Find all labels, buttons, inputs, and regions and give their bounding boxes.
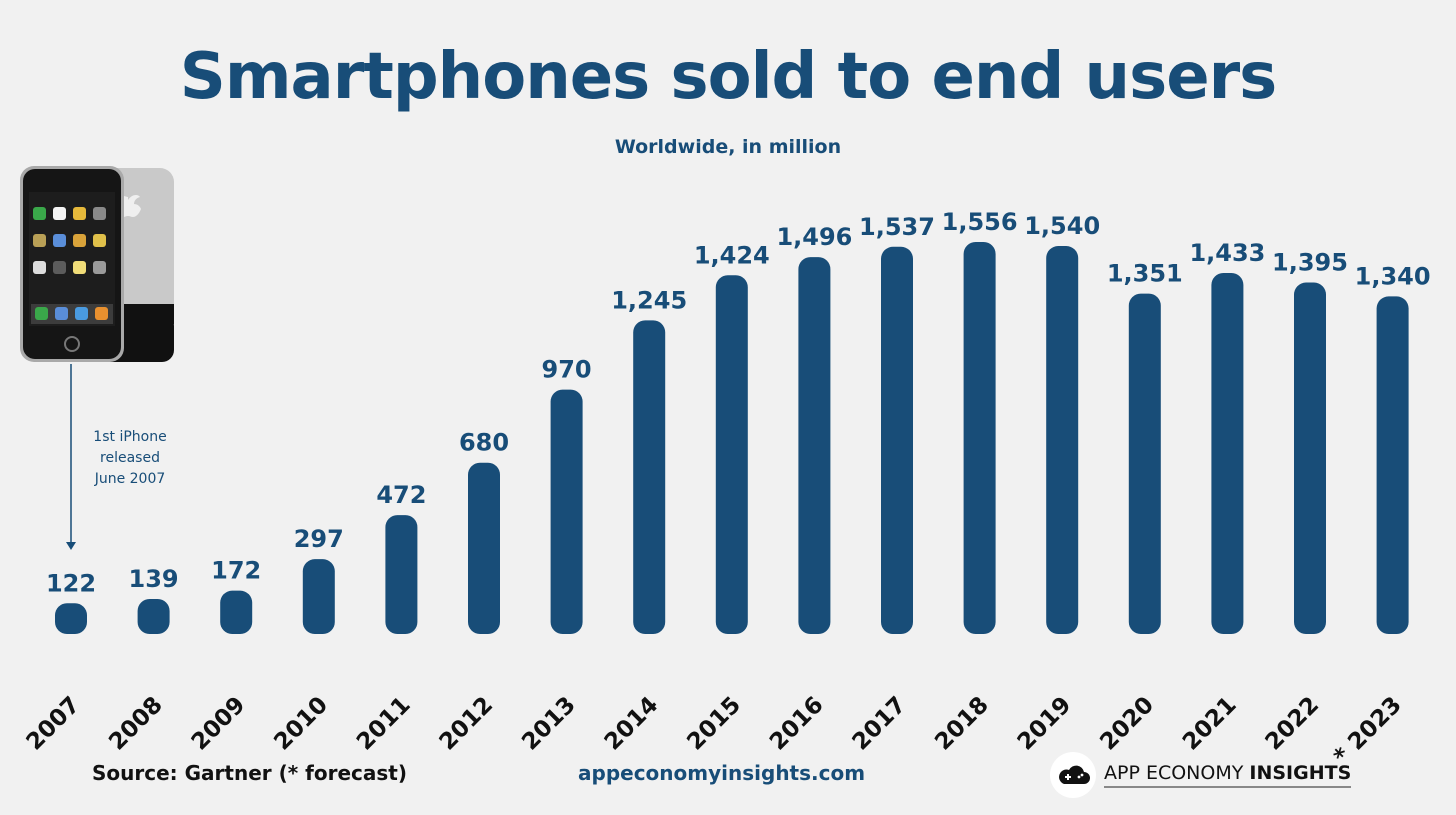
bar-value-label: 1,340 (1355, 262, 1431, 290)
x-tick-label: 2015 (682, 692, 746, 756)
x-tick-label: 2012 (435, 692, 499, 756)
brand-name-bold: INSIGHTS (1249, 762, 1352, 784)
bar-2015 (715, 275, 748, 634)
bar-value-label: 122 (46, 569, 96, 597)
bar-2019 (1046, 246, 1079, 634)
x-tick-label: 2021 (1178, 692, 1242, 756)
annotation-arrow-head (66, 542, 76, 550)
website-link[interactable]: appeconomyinsights.com (578, 761, 866, 785)
annotation-line: 1st iPhone (93, 429, 167, 445)
bar-2008 (137, 598, 170, 634)
bar-value-label: 680 (459, 429, 509, 457)
bar-value-label: 297 (294, 525, 344, 553)
bar-value-label: 139 (129, 565, 179, 593)
brand-logo-block: APP ECONOMY INSIGHTS (1050, 752, 1352, 798)
bar-2014 (633, 320, 666, 634)
brand-name-light: APP ECONOMY (1104, 762, 1250, 784)
x-tick-label: 2011 (352, 692, 416, 756)
bar-value-label: 1,351 (1107, 260, 1183, 288)
x-tick-label: 2016 (765, 692, 829, 756)
bar-2013 (550, 389, 583, 634)
chart-title: Smartphones sold to end users (179, 40, 1278, 114)
bar-2021 (1211, 272, 1244, 634)
x-tick-label: 2014 (600, 692, 664, 756)
bar-value-label: 1,424 (694, 241, 770, 269)
source-note: Source: Gartner (* forecast) (92, 761, 407, 785)
bar-value-label: 1,245 (611, 286, 687, 314)
x-tick-label: 2017 (848, 692, 912, 756)
x-tick-label: 2009 (187, 692, 251, 756)
bar-value-label: 172 (211, 557, 261, 585)
bar-value-label: 1,395 (1272, 249, 1348, 277)
brand-name: APP ECONOMY INSIGHTS (1104, 762, 1352, 788)
chart-subtitle: Worldwide, in million (614, 136, 842, 158)
bar-2016 (798, 257, 831, 634)
iphone-image-icon (20, 166, 174, 362)
bar-value-label: 1,540 (1024, 212, 1100, 240)
bar-value-label: 1,496 (776, 223, 852, 251)
bar-2012 (468, 462, 500, 634)
bar-2010 (302, 559, 335, 634)
bar-2022 (1294, 282, 1326, 634)
x-tick-label: 2013 (517, 692, 581, 756)
bar-value-label: 1,433 (1189, 239, 1265, 267)
x-tick-label: 2007 (22, 692, 86, 756)
bar-value-label: 1,556 (942, 208, 1018, 236)
bar-2007 (55, 603, 87, 634)
x-tick-label: 2020 (1095, 692, 1159, 756)
x-tick-label: 2010 (269, 692, 333, 756)
bar-2009 (220, 590, 253, 634)
bar-value-label: 1,537 (859, 213, 935, 241)
bar-2017 (881, 246, 913, 635)
bar-2023 (1376, 296, 1409, 634)
bar-2018 (963, 242, 996, 634)
x-tick-label: 2022 (1261, 692, 1325, 756)
bar-value-label: 472 (376, 481, 426, 509)
annotation-line: released (100, 450, 160, 466)
bar-2011 (385, 515, 418, 634)
x-tick-label: 2008 (104, 692, 168, 756)
gamepad-cloud-icon (1050, 752, 1096, 798)
annotation-line: June 2007 (94, 471, 166, 487)
bar-2020 (1128, 293, 1161, 634)
iphone-release-annotation: 1st iPhone released June 2007 (80, 427, 180, 490)
x-tick-label: 2018 (930, 692, 994, 756)
x-tick-label: 2019 (1013, 692, 1077, 756)
bar-value-label: 970 (542, 356, 592, 384)
